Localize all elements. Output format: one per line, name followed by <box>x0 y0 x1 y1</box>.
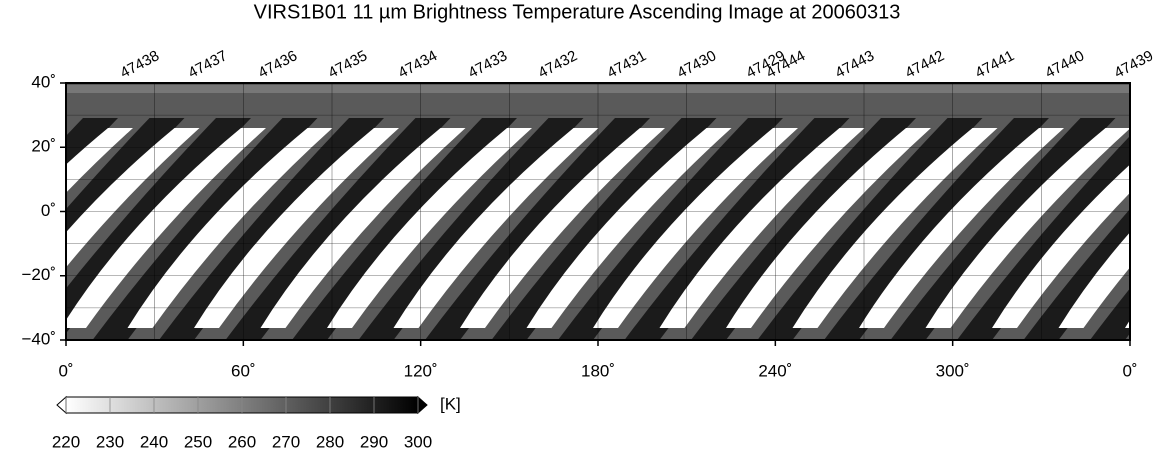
swath-gap <box>1125 320 1130 328</box>
orbit-label: 47436 <box>255 47 300 82</box>
x-tick-label: 240˚ <box>758 361 792 380</box>
orbit-label: 47442 <box>902 47 947 82</box>
swath-band <box>66 118 185 250</box>
swath-gap <box>992 164 1130 328</box>
swath-band <box>1090 288 1130 340</box>
y-tick-label: 40˚ <box>31 72 56 91</box>
swath-gap <box>327 128 532 328</box>
title: VIRS1B01 11 µm Brightness Temperature As… <box>254 1 901 23</box>
x-tick-label: 180˚ <box>581 361 615 380</box>
orbit-label: 47438 <box>117 47 162 82</box>
orbit-label: 47430 <box>674 47 719 82</box>
y-tick-label: 0˚ <box>41 201 56 220</box>
swaths <box>66 85 1130 340</box>
swath-gap <box>726 128 931 328</box>
x-tick-label: 60˚ <box>231 361 256 380</box>
orbit-label: 47443 <box>832 47 877 82</box>
grid <box>66 83 1130 340</box>
colorbar-tick-label: 230 <box>96 432 124 451</box>
swath-gap <box>194 128 399 328</box>
swath-gap <box>460 128 665 328</box>
swath-band <box>66 118 118 174</box>
swath-gap <box>66 128 67 129</box>
swath-gap <box>792 128 998 328</box>
colorbar-arrow-low <box>56 395 67 415</box>
orbit-label: 47441 <box>972 47 1017 82</box>
colorbar-tick-label: 270 <box>272 432 300 451</box>
y-tick-label: 20˚ <box>31 137 56 156</box>
colorbar-tick-label: 240 <box>140 432 168 451</box>
swath-band <box>957 135 1130 340</box>
colorbar-tick-label: 280 <box>316 432 344 451</box>
x-tick-label: 0˚ <box>1122 361 1137 380</box>
x-tick-label: 0˚ <box>58 361 73 380</box>
colorbar-tick-label: 290 <box>360 432 388 451</box>
orbit-label: 47433 <box>465 47 510 82</box>
swath-gap <box>659 128 865 328</box>
orbit-label: 47435 <box>325 47 370 82</box>
swath-gap <box>859 128 1064 328</box>
swath-band <box>1023 209 1130 340</box>
swath-gap <box>1058 232 1130 328</box>
orbit-label: 47440 <box>1042 47 1087 82</box>
swath-gap <box>127 128 333 328</box>
colorbar-label: [K] <box>440 394 461 413</box>
colorbar-tick-label: 300 <box>404 432 432 451</box>
swath-gap <box>393 128 599 328</box>
orbit-label: 47431 <box>604 47 649 82</box>
orbit-label: 47437 <box>185 47 230 82</box>
colorbar-tick-label: 260 <box>228 432 256 451</box>
colorbar-tick-label: 250 <box>184 432 212 451</box>
orbit-label: 47439 <box>1111 47 1154 82</box>
swath-gap <box>593 128 798 328</box>
colorbar-arrow-high <box>417 395 428 415</box>
x-tick-label: 120˚ <box>404 361 438 380</box>
colorbar-tick-label: 220 <box>52 432 80 451</box>
orbit-label: 47432 <box>535 47 580 82</box>
y-tick-label: −20˚ <box>22 265 57 284</box>
swath-gap <box>66 128 266 328</box>
orbit-label: 47434 <box>395 47 440 82</box>
swath-gap <box>526 128 732 328</box>
swath-gap <box>260 128 466 328</box>
swath-gap <box>925 128 1130 328</box>
x-tick-label: 300˚ <box>936 361 970 380</box>
swath-gap <box>66 128 133 193</box>
y-tick-label: −40˚ <box>22 329 57 348</box>
